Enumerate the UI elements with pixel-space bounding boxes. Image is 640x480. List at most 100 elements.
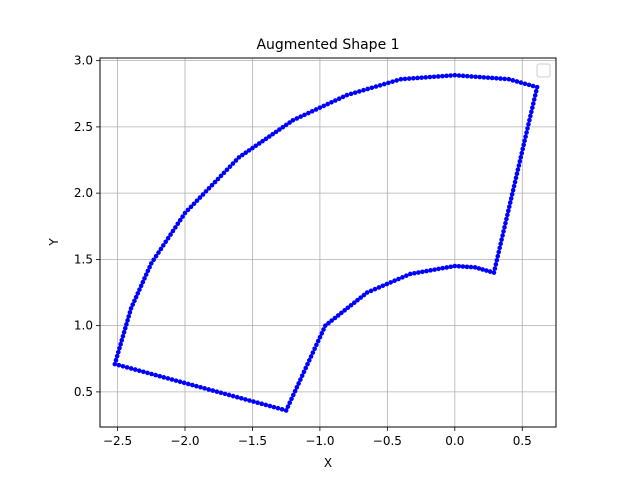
data-point <box>432 267 437 272</box>
data-point <box>210 388 216 393</box>
data-point <box>270 131 275 137</box>
data-point <box>392 278 397 284</box>
data-point <box>194 198 200 203</box>
data-point <box>188 204 194 210</box>
data-point <box>448 73 453 78</box>
data-point <box>124 322 129 327</box>
data-point <box>386 80 391 86</box>
data-point <box>173 378 179 383</box>
data-point <box>215 176 221 182</box>
data-point <box>323 323 328 328</box>
data-point <box>243 397 248 402</box>
data-point <box>156 250 161 255</box>
data-point <box>513 175 519 181</box>
x-tick-label: −1.5 <box>238 434 267 448</box>
data-point <box>143 272 149 277</box>
data-point <box>325 101 330 107</box>
y-axis-ticks: 0.5 1.0 1.5 2.0 2.5 3.0 <box>74 54 100 399</box>
data-point <box>510 78 516 83</box>
data-point <box>158 246 164 252</box>
x-axis-label: X <box>324 456 332 470</box>
data-point <box>298 377 303 382</box>
data-point <box>124 365 130 370</box>
data-point <box>481 75 487 80</box>
data-point <box>494 75 499 81</box>
data-point <box>142 276 147 281</box>
data-point <box>280 124 286 130</box>
data-point <box>416 270 421 275</box>
data-point <box>381 81 387 87</box>
data-point <box>516 163 522 168</box>
data-point <box>292 388 298 394</box>
data-point <box>530 105 535 111</box>
data-point <box>202 386 207 391</box>
data-point <box>526 82 532 88</box>
y-tick-label: 0.5 <box>74 385 93 399</box>
data-point <box>125 318 130 323</box>
data-point <box>255 400 260 406</box>
data-point <box>372 286 378 292</box>
grid <box>100 58 556 427</box>
data-point <box>492 266 498 271</box>
data-point <box>503 220 508 226</box>
data-point <box>521 142 526 148</box>
data-point <box>132 298 137 304</box>
data-point <box>452 263 458 269</box>
x-tick-label: −2.0 <box>170 434 199 448</box>
data-point <box>149 371 154 377</box>
data-point <box>452 72 458 78</box>
data-point <box>534 84 540 90</box>
data-point <box>308 354 314 359</box>
data-point <box>525 126 530 131</box>
data-point <box>240 152 245 158</box>
data-point <box>153 372 158 378</box>
data-point <box>528 113 533 119</box>
data-point <box>326 320 331 326</box>
chart-title: Augmented Shape 1 <box>256 37 399 53</box>
data-point <box>368 288 374 294</box>
data-point <box>509 192 515 197</box>
data-point <box>165 235 171 241</box>
data-point <box>224 167 230 173</box>
data-point <box>501 229 506 234</box>
data-point <box>312 346 317 352</box>
data-point <box>251 399 256 404</box>
data-point <box>444 73 449 79</box>
data-point <box>127 310 133 315</box>
data-point <box>128 306 134 311</box>
plot-frame <box>99 57 557 428</box>
data-point <box>319 331 325 336</box>
x-tick-label: 0.0 <box>445 434 464 448</box>
data-point <box>394 78 400 83</box>
data-point <box>277 127 282 132</box>
data-point <box>112 361 118 367</box>
data-point <box>315 338 321 344</box>
data-point <box>120 363 126 369</box>
data-point <box>348 302 354 308</box>
data-point <box>493 262 499 267</box>
data-point <box>132 367 138 372</box>
data-point <box>306 358 312 363</box>
data-point <box>294 385 300 390</box>
data-point <box>116 349 121 355</box>
data-point <box>340 94 346 100</box>
data-point <box>218 390 224 396</box>
data-point <box>321 103 327 109</box>
data-point <box>384 281 390 287</box>
data-point <box>348 91 354 97</box>
data-point <box>302 112 307 118</box>
data-point <box>309 108 315 114</box>
data-point <box>514 171 520 177</box>
data-point <box>287 400 293 406</box>
data-point <box>190 382 195 388</box>
data-point <box>444 265 450 270</box>
x-tick-label: −1.0 <box>305 434 334 448</box>
data-point <box>253 143 259 149</box>
data-point <box>314 342 319 348</box>
data-point <box>126 314 132 319</box>
data-point <box>497 245 502 251</box>
data-point <box>523 134 528 139</box>
data-point <box>203 189 209 194</box>
data-point <box>329 318 335 323</box>
data-point <box>342 308 347 313</box>
